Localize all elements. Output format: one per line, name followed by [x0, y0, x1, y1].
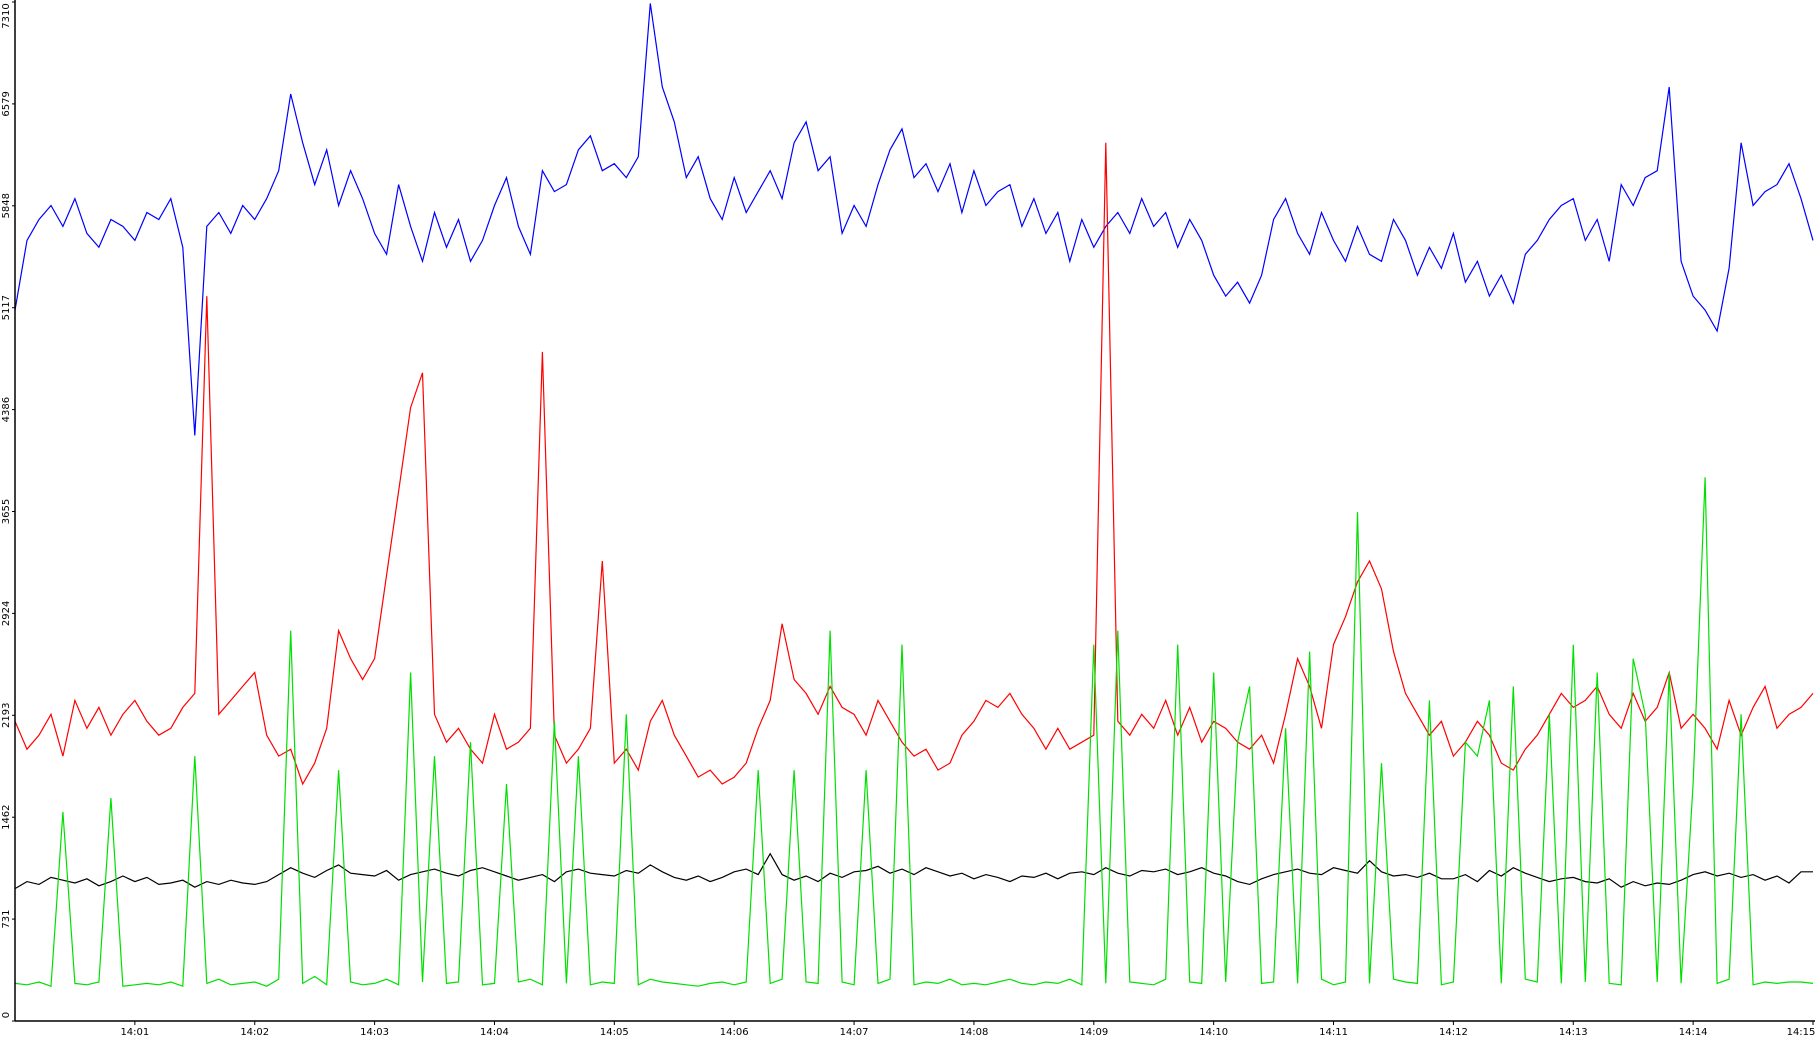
y-tick-label: 3655	[1, 499, 12, 524]
x-tick-label: 14:13	[1559, 1027, 1588, 1038]
y-tick-label: 731	[1, 910, 12, 929]
x-tick-label: 14:06	[720, 1027, 749, 1038]
series-line	[14, 142, 1814, 786]
y-tick-label: 2193	[1, 703, 12, 728]
x-tick-label: 14:05	[600, 1027, 629, 1038]
x-tick-label: 14:10	[1199, 1027, 1228, 1038]
x-tick-label: 14:03	[360, 1027, 389, 1038]
y-tick-label: 6579	[1, 91, 12, 116]
series-line	[14, 477, 1814, 988]
series-line	[14, 852, 1813, 890]
y-tick-label: 7310	[1, 3, 12, 28]
x-tick-label: 14:14	[1679, 1027, 1708, 1038]
x-tick-label: 14:09	[1079, 1027, 1108, 1038]
x-tick-label: 14:04	[480, 1027, 509, 1038]
x-tick-label: 14:15	[1787, 1027, 1815, 1038]
y-tick-label: 5848	[1, 193, 12, 218]
y-tick-label: 4386	[1, 397, 12, 422]
y-tick-label: 1462	[1, 804, 12, 829]
x-tick-label: 14:07	[840, 1027, 869, 1038]
x-tick-label: 14:02	[240, 1027, 269, 1038]
x-tick-label: 14:01	[120, 1027, 149, 1038]
x-tick-label: 14:12	[1439, 1027, 1468, 1038]
series-line	[14, 3, 1814, 436]
x-tick-label: 14:08	[960, 1027, 989, 1038]
x-tick-label: 14:11	[1319, 1027, 1348, 1038]
y-tick-label: 0	[1, 1012, 12, 1018]
y-tick-label: 5117	[1, 295, 12, 320]
y-tick-label: 2924	[1, 601, 12, 626]
